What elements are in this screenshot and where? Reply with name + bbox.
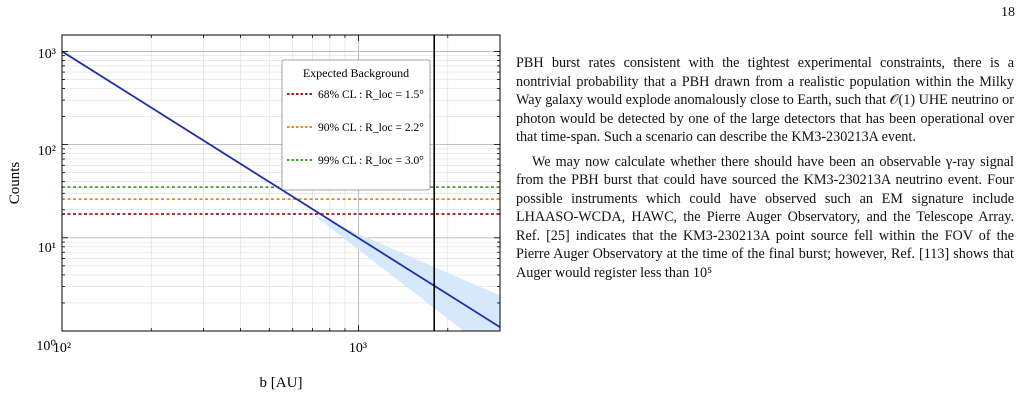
ytick-label-1: 10⁰ <box>36 339 56 354</box>
legend-label-90: 90% CL : R_loc = 2.2° <box>318 122 424 134</box>
ytick-label-1000: 10³ <box>38 47 56 62</box>
xtick-label-1000: 10³ <box>349 341 367 356</box>
legend-title: Expected Background <box>303 66 409 80</box>
legend: Expected Background 68% CL : R_loc = 1.5… <box>281 59 431 191</box>
counts-figure: 10³ 10² 10¹ 10⁰ 10² 10³ b [AU] Counts Ex… <box>0 30 505 405</box>
counts-line-layer <box>62 50 500 328</box>
legend-label-68: 68% CL : R_loc = 1.5° <box>318 89 424 101</box>
ytick-label-10: 10¹ <box>38 241 56 256</box>
xtick-label-100: 10² <box>53 341 71 356</box>
legend-label-99: 99% CL : R_loc = 3.0° <box>318 155 424 167</box>
uncertainty-band <box>312 214 500 331</box>
legend-box <box>281 59 431 191</box>
plot-frame <box>61 34 501 332</box>
x-axis-label: b [AU] <box>260 375 303 391</box>
y-axis-label: Counts <box>7 162 23 205</box>
counts-line <box>62 50 500 328</box>
ytick-label-100: 10² <box>38 144 56 159</box>
axis-ticks <box>61 35 501 332</box>
paragraph-1: PBH burst rates consistent with the tigh… <box>516 55 1014 145</box>
page-number: 18 <box>1001 5 1015 20</box>
body-text: PBH burst rates consistent with the tigh… <box>516 54 1014 406</box>
uncertainty-band-layer <box>312 214 500 331</box>
paragraph-2: We may now calculate whether there shoul… <box>516 153 1014 281</box>
counts-vs-impact-chart: 10³ 10² 10¹ 10⁰ 10² 10³ b [AU] Counts Ex… <box>7 34 501 391</box>
